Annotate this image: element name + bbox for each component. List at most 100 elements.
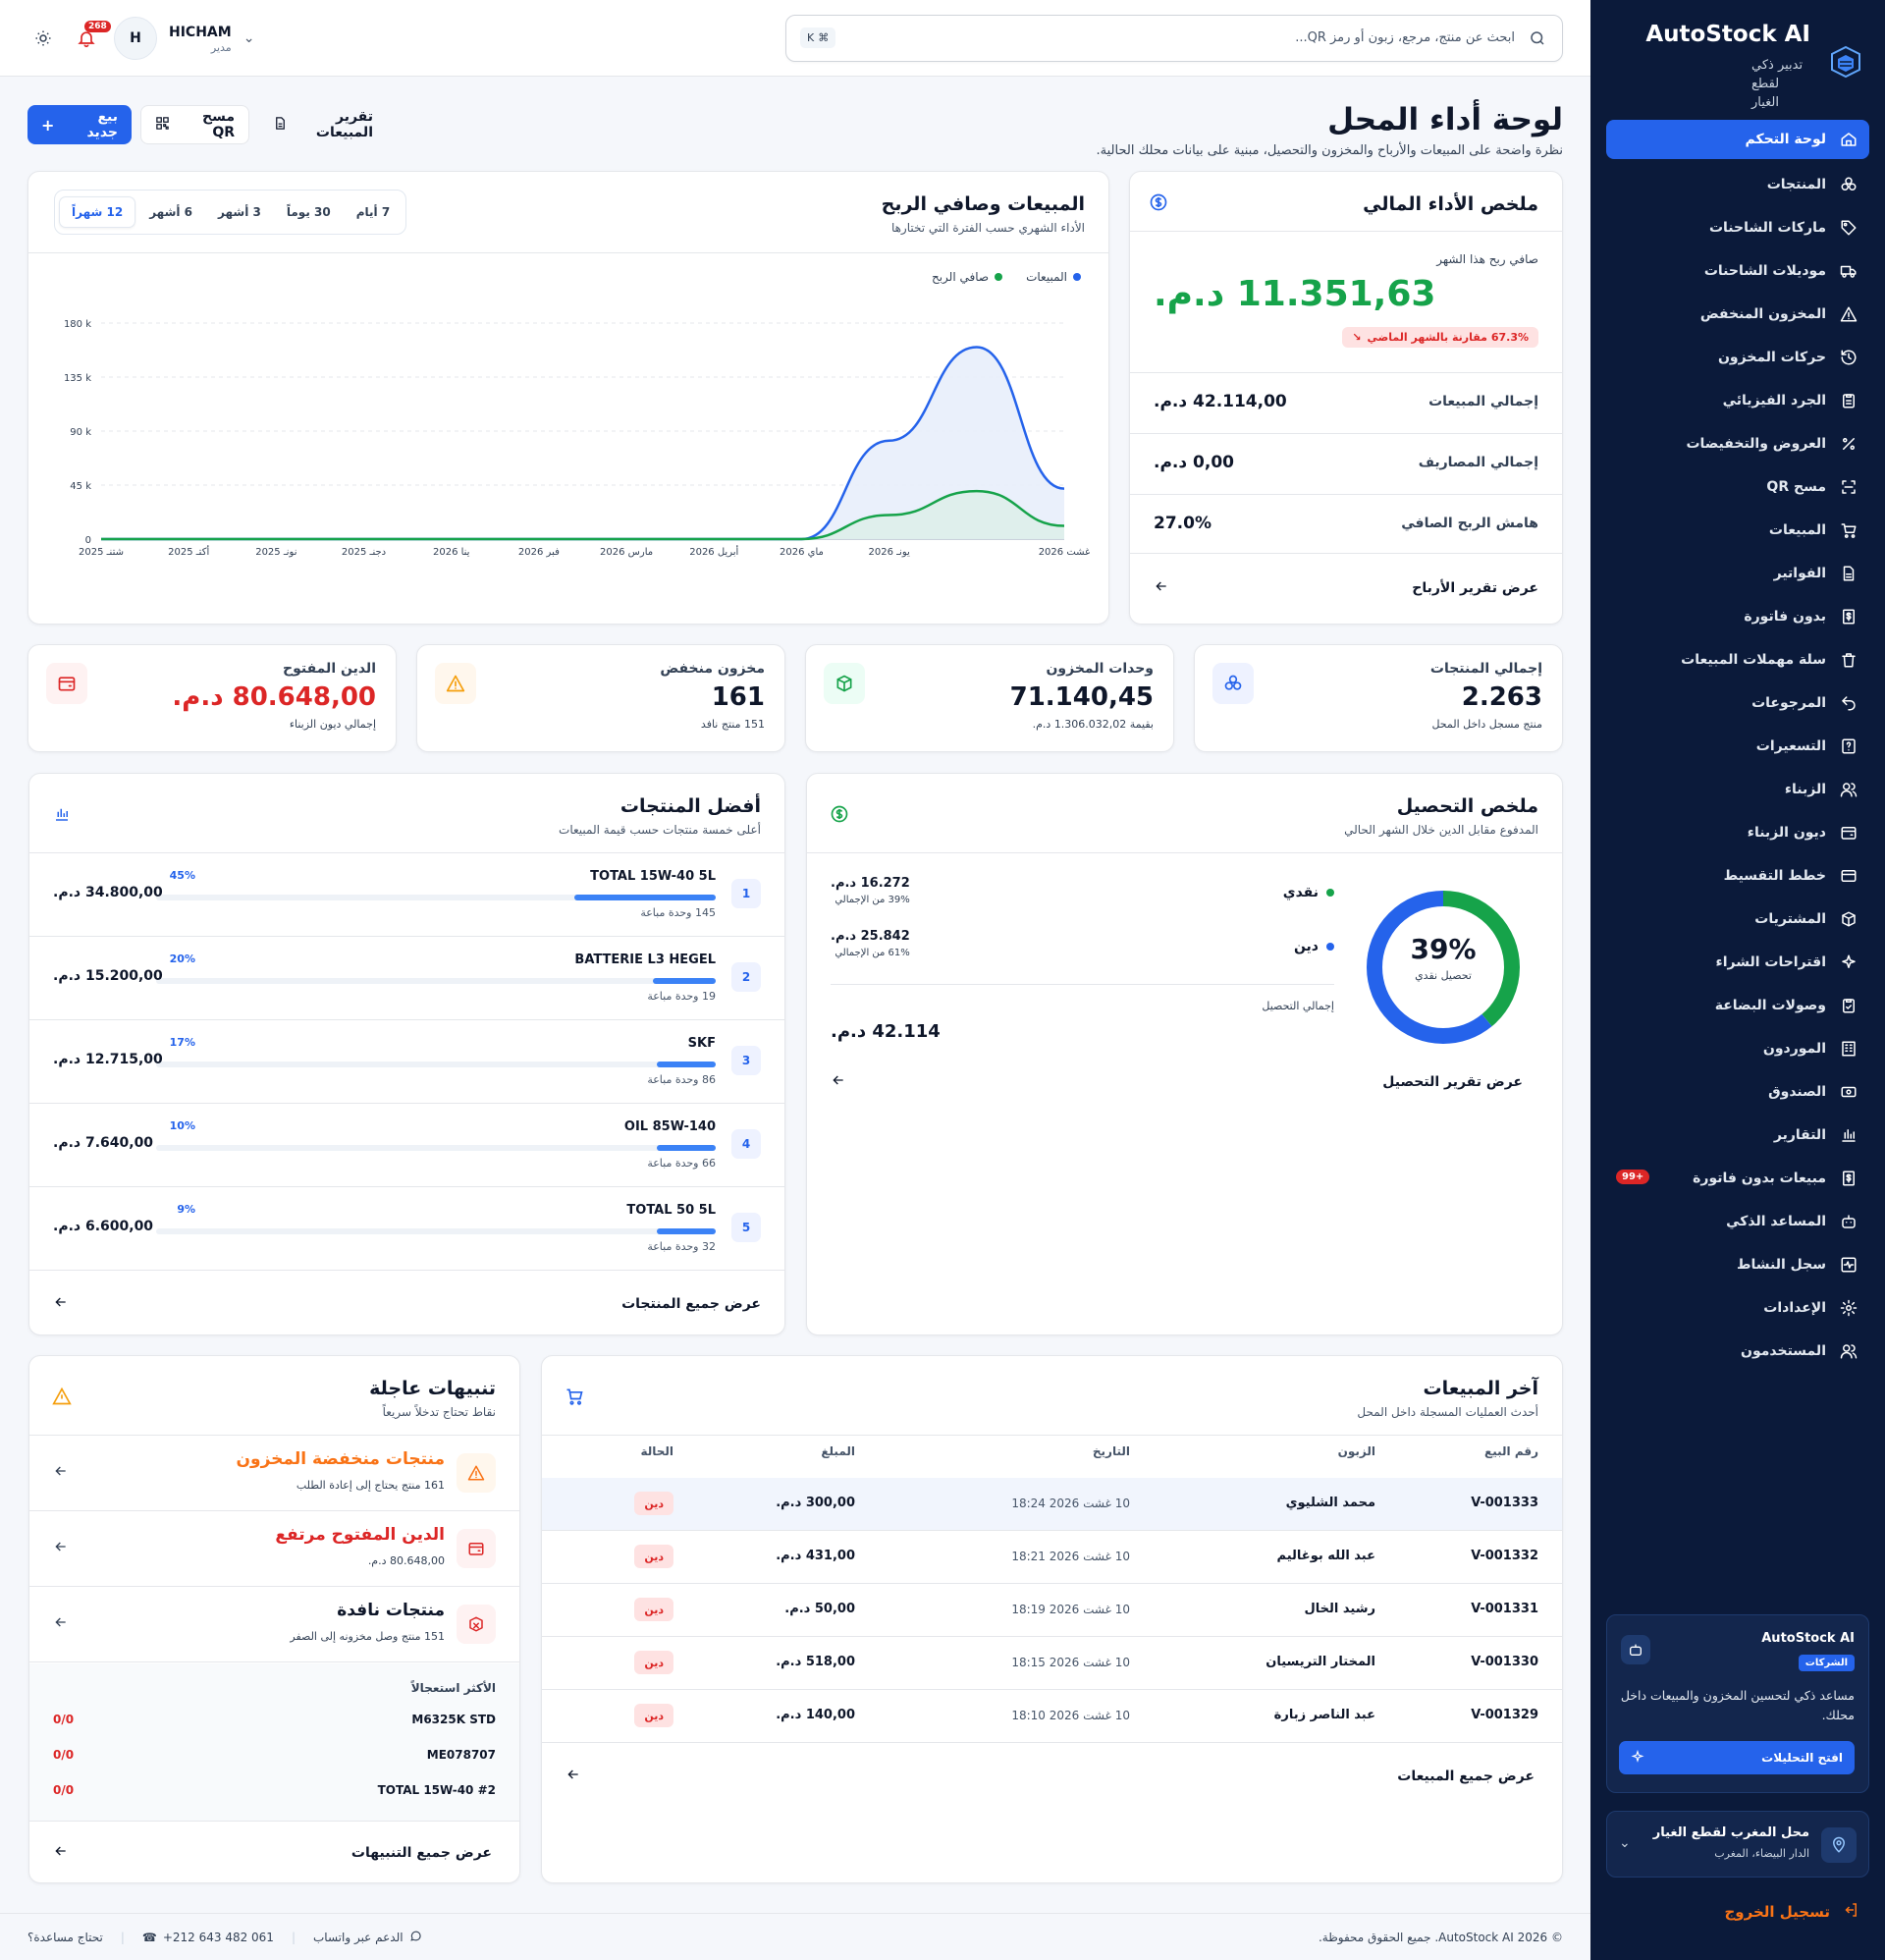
- all-products-link[interactable]: عرض جميع المنتجات: [53, 1294, 761, 1314]
- product-share-percent: 45%: [169, 869, 195, 882]
- collection-report-label: عرض تقرير التحصيل: [1382, 1074, 1523, 1090]
- sparkle-icon: [1631, 1749, 1644, 1767]
- product-row[interactable]: 1 TOTAL 15W-40 5L 45% 145 وحدة مباعة 34.…: [29, 853, 784, 937]
- urgent-item[interactable]: ME078707 0/0: [53, 1740, 496, 1769]
- product-row[interactable]: 4 OIL 85W-140 10% 66 وحدة مباعة 7.640,00…: [29, 1104, 784, 1187]
- sidebar-item[interactable]: مسح QR: [1606, 465, 1869, 509]
- sidebar-item[interactable]: المساعد الذكي: [1606, 1200, 1869, 1243]
- product-name: SKF: [687, 1036, 716, 1051]
- table-row[interactable]: V-001331 رشيد الخال 10 غشت 2026 18:19 50…: [542, 1584, 1562, 1637]
- sale-amount: 431,00 د.م.: [776, 1549, 855, 1563]
- debt-legend: دين: [1294, 939, 1334, 954]
- alert-item[interactable]: الدين المفتوح مرتفع 80.648,00 د.م.: [29, 1511, 519, 1587]
- product-row[interactable]: 5 TOTAL 50 5L 9% 32 وحدة مباعة 6.600,00 …: [29, 1187, 784, 1271]
- sidebar-item[interactable]: ديون الزبناء: [1606, 811, 1869, 854]
- sidebar-item[interactable]: سلة مهملات المبيعات: [1606, 638, 1869, 681]
- clipboard-icon: [1840, 392, 1858, 409]
- product-units: 145 وحدة مباعة: [640, 906, 716, 919]
- logout-button[interactable]: تسجيل الخروج: [1725, 1901, 1860, 1923]
- all-products-label: عرض جميع المنتجات: [621, 1296, 761, 1312]
- sidebar-item[interactable]: ماركات الشاحنات: [1606, 206, 1869, 249]
- urgent-item[interactable]: TOTAL 15W-40 #2 0/0: [53, 1775, 496, 1805]
- sidebar-item[interactable]: اقتراحات الشراء: [1606, 941, 1869, 984]
- table-row[interactable]: V-001330 المختار التريسيان 10 غشت 2026 1…: [542, 1637, 1562, 1690]
- sidebar-item[interactable]: الصندوق: [1606, 1070, 1869, 1114]
- new-sale-button[interactable]: بيع جديد +: [27, 105, 132, 144]
- kpi-title: إجمالي المنتجات: [1429, 661, 1542, 677]
- all-alerts-link[interactable]: عرض جميع التنبيهات: [53, 1843, 492, 1863]
- range-option[interactable]: 30 يوماً: [286, 205, 331, 219]
- product-share-bar: [156, 1062, 716, 1067]
- table-row[interactable]: V-001333 محمد الشليوي 10 غشت 2026 18:24 …: [542, 1478, 1562, 1531]
- whatsapp-link[interactable]: الدعم عبر واتساب: [313, 1930, 422, 1945]
- sidebar-item[interactable]: التسعيرات: [1606, 725, 1869, 768]
- all-sales-link[interactable]: عرض جميع المبيعات: [566, 1767, 1535, 1786]
- sale-amount: 140,00 د.م.: [776, 1708, 855, 1722]
- sidebar-item-label: المشتريات: [1754, 911, 1826, 927]
- urgent-product-qty: 0/0: [53, 1713, 75, 1726]
- open-analytics-button[interactable]: افتح التحليلات: [1619, 1741, 1855, 1774]
- sidebar-item[interactable]: المبيعات: [1606, 509, 1869, 552]
- range-option[interactable]: 6 أشهر: [149, 205, 193, 219]
- logout-label: تسجيل الخروج: [1724, 1903, 1831, 1921]
- sidebar-item[interactable]: مبيعات بدون فاتورة +99: [1606, 1157, 1869, 1200]
- y-tick-label: 0: [85, 535, 91, 546]
- sidebar-item[interactable]: وصولات البضاعة: [1606, 984, 1869, 1027]
- profit-report-link[interactable]: عرض تقرير الأرباح: [1154, 578, 1538, 598]
- collection-report-link[interactable]: عرض تقرير التحصيل: [831, 1072, 1523, 1092]
- sidebar-item[interactable]: المخزون المنخفض: [1606, 293, 1869, 336]
- kpi-value: 2.263: [1461, 682, 1542, 712]
- urgent-product-qty: 0/0: [53, 1748, 75, 1762]
- card-icon: [1840, 867, 1858, 885]
- phone-link[interactable]: ☎ +212 643 482 061: [142, 1931, 274, 1944]
- sidebar-item[interactable]: المرجوعات: [1606, 681, 1869, 725]
- user-menu[interactable]: 268 H HICHAM مدير ⌄: [27, 14, 254, 63]
- avatar[interactable]: H: [114, 17, 157, 60]
- sidebar-item[interactable]: بدون فاتورة: [1606, 595, 1869, 638]
- alerts-subtitle: نقاط تحتاج تدخلاً سريعاً: [382, 1405, 496, 1419]
- alert-subtitle: 80.648,00 د.م.: [367, 1554, 445, 1567]
- sidebar-item[interactable]: خطط التقسيط: [1606, 854, 1869, 898]
- sidebar-item[interactable]: لوحة التحكم: [1606, 120, 1869, 159]
- sidebar-item[interactable]: الجرد الفيزيائي: [1606, 379, 1869, 422]
- urgent-item[interactable]: M6325K STD 0/0: [53, 1705, 496, 1734]
- range-option[interactable]: 7 أيام: [355, 205, 391, 219]
- notifications-button[interactable]: 268: [71, 21, 111, 54]
- collection-percent: 39%: [1410, 933, 1477, 965]
- sales-report-button[interactable]: تقرير المبيعات: [259, 105, 387, 144]
- range-option[interactable]: 12 شهراً: [59, 196, 136, 228]
- sales-report-label: تقرير المبيعات: [315, 109, 373, 140]
- sidebar-item[interactable]: العروض والتخفيضات: [1606, 422, 1869, 465]
- sparkle-icon: [1840, 953, 1858, 971]
- alert-item[interactable]: منتجات نافدة 151 منتج وصل مخزونه إلى الص…: [29, 1587, 519, 1662]
- sidebar-item[interactable]: المنتجات: [1606, 163, 1869, 206]
- product-row[interactable]: 3 SKF 17% 86 وحدة مباعة 12.715,00 د.م.: [29, 1020, 784, 1104]
- sidebar-item[interactable]: الفواتير: [1606, 552, 1869, 595]
- sidebar-item[interactable]: المستخدمون: [1606, 1330, 1869, 1373]
- sidebar-item[interactable]: الزبناء: [1606, 768, 1869, 811]
- sidebar-item[interactable]: التقارير: [1606, 1114, 1869, 1157]
- alert-item[interactable]: منتجات منخفضة المخزون 161 منتج يحتاج إلى…: [29, 1436, 519, 1511]
- product-share-percent: 17%: [169, 1036, 195, 1049]
- theme-toggle-button[interactable]: [27, 23, 59, 54]
- scan-qr-button[interactable]: مسح QR: [140, 105, 249, 144]
- product-units: 66 وحدة مباعة: [647, 1157, 716, 1170]
- range-option[interactable]: 3 أشهر: [218, 205, 261, 219]
- sidebar-item[interactable]: الإعدادات: [1606, 1286, 1869, 1330]
- sidebar-item[interactable]: موديلات الشاحنات: [1606, 249, 1869, 293]
- sidebar-item-label: بدون فاتورة: [1744, 609, 1826, 625]
- product-amount: 6.600,00 د.م.: [53, 1219, 154, 1234]
- sidebar-item[interactable]: المشتريات: [1606, 898, 1869, 941]
- sun-icon: [35, 30, 51, 46]
- sidebar-item-label: المنتجات: [1766, 177, 1826, 192]
- sidebar-item[interactable]: سجل النشاط: [1606, 1243, 1869, 1286]
- product-row[interactable]: 2 BATTERIE L3 HEGEL 20% 19 وحدة مباعة 15…: [29, 937, 784, 1020]
- global-search[interactable]: ابحث عن منتج، مرجع، زبون أو رمز QR... ⌘ …: [785, 15, 1563, 62]
- cart-icon: [558, 1380, 591, 1413]
- sidebar-item[interactable]: الموردون: [1606, 1027, 1869, 1070]
- chevron-down-icon: ⌄: [242, 30, 255, 46]
- sidebar-item[interactable]: حركات المخزون: [1606, 336, 1869, 379]
- table-row[interactable]: V-001329 عبد الناصر زبارة 10 غشت 2026 18…: [542, 1690, 1562, 1743]
- table-row[interactable]: V-001332 عبد الله بوغاليم 10 غشت 2026 18…: [542, 1531, 1562, 1584]
- store-selector[interactable]: محل المغرب لقطع الغيار الدار البيضاء، ال…: [1606, 1811, 1869, 1878]
